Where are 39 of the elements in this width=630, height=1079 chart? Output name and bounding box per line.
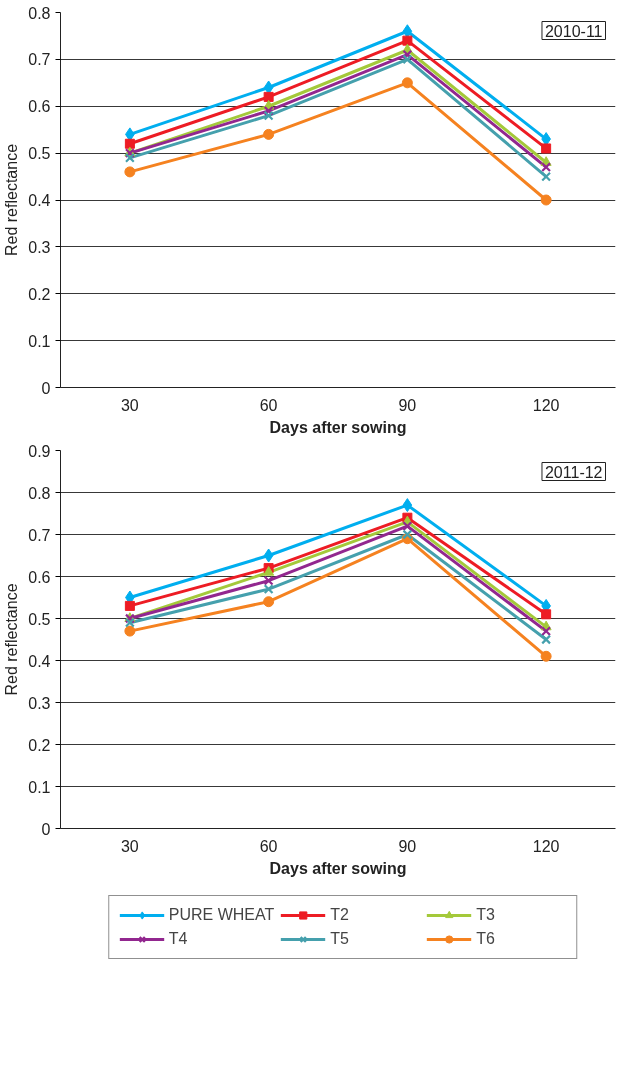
y-axis-title: Red reflectance — [3, 583, 21, 696]
x-tick-label: 90 — [398, 396, 417, 414]
y-tick-label: 0.6 — [28, 98, 51, 116]
y-tick-label: 0.1 — [28, 332, 51, 350]
x-tick-label: 30 — [120, 837, 139, 855]
x-tick-label: 120 — [532, 837, 560, 855]
y-tick-label: 0.9 — [28, 442, 51, 460]
y-tick-label: 0.4 — [28, 192, 51, 209]
y-tick-label: 0.7 — [28, 51, 51, 69]
x-axis-title: Days after sowing — [269, 859, 407, 877]
y-tick-label: 0.1 — [28, 778, 51, 796]
y-tick-label: 0.2 — [28, 736, 51, 754]
y-tick-label: 0.5 — [28, 145, 51, 163]
y-tick-label: 0.3 — [28, 238, 51, 256]
y-tick-label: 0.7 — [28, 526, 51, 544]
y-tick-label: 0.2 — [28, 285, 51, 303]
legend-label: T4 — [168, 929, 189, 948]
annotation: 2011-12 — [544, 463, 603, 481]
legend-label: T3 — [476, 905, 496, 924]
legend-label: PURE WHEAT — [168, 905, 275, 924]
x-axis-title: Days after sowing — [269, 418, 407, 436]
y-tick-label: 0 — [41, 379, 51, 397]
y-tick-label: 0.8 — [28, 484, 51, 502]
annotation: 2010-11 — [544, 22, 603, 40]
y-tick-label: 0.4 — [28, 652, 51, 670]
x-tick-label: 30 — [120, 396, 139, 414]
y-tick-label: 0.6 — [28, 568, 51, 586]
legend-label: T5 — [330, 929, 350, 948]
y-tick-label: 0.8 — [28, 4, 51, 22]
y-axis-title: Red reflectance — [3, 143, 21, 257]
x-tick-label: 60 — [259, 837, 278, 855]
legend-label: T6 — [476, 929, 496, 948]
y-tick-label: 0 — [41, 820, 51, 838]
x-tick-label: 90 — [398, 837, 417, 855]
y-tick-label: 0.3 — [28, 694, 51, 712]
legend-label: T2 — [330, 905, 350, 924]
y-tick-label: 0.5 — [28, 610, 51, 628]
x-tick-label: 60 — [259, 396, 278, 414]
x-tick-label: 120 — [532, 396, 560, 414]
